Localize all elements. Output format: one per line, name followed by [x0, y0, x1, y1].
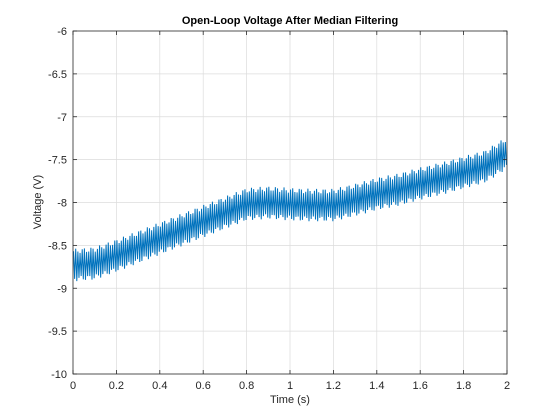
x-tick-label: 1.8 — [456, 380, 471, 392]
x-tick-label: 1.4 — [369, 380, 384, 392]
x-axis-label: Time (s) — [270, 394, 310, 406]
x-tick-label: 0.6 — [196, 380, 211, 392]
y-tick-label: -8 — [57, 198, 67, 210]
x-tick-label: 1.2 — [326, 380, 341, 392]
y-tick-label: -7 — [57, 112, 67, 124]
chart-title: Open-Loop Voltage After Median Filtering — [182, 15, 398, 27]
x-tick-label: 1.6 — [413, 380, 428, 392]
x-tick-label: 1 — [287, 380, 293, 392]
x-tick-label: 0 — [70, 380, 76, 392]
y-axis-label: Voltage (V) — [32, 175, 44, 229]
x-tick-label: 0.8 — [239, 380, 254, 392]
grid — [73, 31, 507, 374]
series-line-voltage — [73, 140, 507, 282]
y-tick-label: -9 — [57, 283, 67, 295]
x-tick-label: 0.2 — [109, 380, 124, 392]
y-tick-label: -10 — [51, 369, 67, 381]
tick-marks — [72, 30, 508, 375]
y-tick-label: -6.5 — [48, 69, 67, 81]
y-tick-labels: -10 -9.5 -9 -8.5 -8 -7.5 -7 -6.5 -6 — [48, 26, 67, 381]
x-tick-labels: 0 0.2 0.4 0.6 0.8 1 1.2 1.4 1.6 1.8 2 — [70, 380, 510, 392]
y-tick-label: -7.5 — [48, 155, 67, 167]
y-tick-label: -8.5 — [48, 240, 67, 252]
x-tick-label: 0.4 — [152, 380, 167, 392]
x-tick-label: 2 — [504, 380, 510, 392]
y-tick-label: -9.5 — [48, 326, 67, 338]
y-tick-label: -6 — [57, 26, 67, 38]
